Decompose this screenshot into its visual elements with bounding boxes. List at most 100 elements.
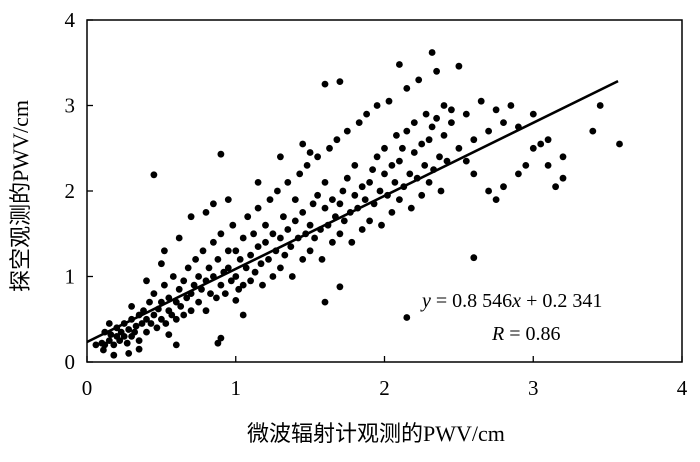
data-point <box>388 162 396 169</box>
data-point <box>227 277 235 285</box>
data-point <box>299 209 307 216</box>
data-point <box>348 238 356 246</box>
data-point <box>321 298 329 306</box>
x-tick-label: 0 <box>82 376 93 400</box>
data-point <box>376 187 384 195</box>
data-point <box>522 162 530 169</box>
data-point <box>470 170 478 178</box>
data-point <box>589 127 597 135</box>
data-point <box>143 315 150 323</box>
data-point <box>183 294 191 302</box>
data-point <box>422 110 430 118</box>
data-point <box>448 106 455 114</box>
data-point <box>321 204 329 212</box>
data-point <box>277 264 284 272</box>
data-point <box>559 153 567 161</box>
data-point <box>107 331 115 338</box>
equation-intercept: + 0.2 341 <box>521 290 602 312</box>
data-point <box>105 337 113 344</box>
data-point <box>239 311 247 319</box>
data-point <box>150 311 158 319</box>
data-point <box>440 132 448 139</box>
data-point <box>92 341 100 349</box>
data-point <box>336 230 344 238</box>
data-point <box>455 62 463 70</box>
data-point <box>366 217 373 225</box>
data-point <box>351 162 359 169</box>
data-point <box>262 238 269 246</box>
data-point <box>202 209 210 216</box>
data-point <box>291 217 299 225</box>
data-point <box>448 119 455 126</box>
data-point <box>373 153 381 161</box>
data-point <box>192 256 200 263</box>
data-point <box>288 273 296 280</box>
data-point <box>403 127 411 135</box>
data-point <box>343 174 351 182</box>
data-point <box>207 290 214 297</box>
data-point <box>455 144 463 152</box>
data-point <box>175 234 183 242</box>
data-point <box>187 213 195 221</box>
data-point <box>195 298 203 306</box>
data-point <box>177 303 185 310</box>
data-point <box>168 311 176 319</box>
data-point <box>616 140 623 148</box>
points-layer <box>92 49 623 359</box>
data-point <box>269 230 277 238</box>
data-point <box>147 320 155 327</box>
data-point <box>277 234 284 242</box>
data-point <box>169 273 177 280</box>
data-point <box>529 110 537 118</box>
data-point <box>415 76 423 84</box>
data-point <box>229 221 237 229</box>
data-point <box>287 243 295 251</box>
data-point <box>217 281 225 289</box>
data-point <box>202 307 210 315</box>
data-point <box>254 243 262 251</box>
data-point <box>247 251 255 259</box>
data-point <box>406 170 414 178</box>
data-point <box>336 283 344 291</box>
data-point <box>162 320 170 327</box>
data-point <box>385 97 393 105</box>
data-point <box>125 326 133 333</box>
data-point <box>274 187 281 195</box>
data-point <box>158 260 165 268</box>
data-point <box>437 187 445 195</box>
data-point <box>492 106 500 114</box>
data-point <box>254 179 262 186</box>
data-point <box>529 144 537 152</box>
x-axis-title: 微波辐射计观测的PWV/cm <box>247 421 505 446</box>
data-point <box>123 339 131 347</box>
data-point <box>515 170 522 178</box>
data-point <box>101 341 109 349</box>
data-point <box>477 97 485 105</box>
data-point <box>235 285 243 293</box>
data-point <box>492 196 500 204</box>
data-point <box>299 256 307 263</box>
data-point <box>184 264 192 272</box>
data-point <box>373 102 381 109</box>
data-point <box>537 140 545 148</box>
data-point <box>462 110 470 118</box>
data-point <box>232 247 240 255</box>
data-point <box>158 315 165 323</box>
data-point <box>265 256 272 263</box>
data-point <box>403 85 411 92</box>
data-point <box>217 150 225 158</box>
data-point <box>363 110 370 118</box>
data-point <box>358 183 366 191</box>
data-point <box>321 80 329 88</box>
data-point <box>172 315 180 323</box>
data-point <box>381 144 388 152</box>
data-point <box>180 277 188 285</box>
data-point <box>559 174 567 182</box>
data-point <box>259 281 266 289</box>
data-point <box>242 264 250 272</box>
data-point <box>214 256 222 263</box>
data-point <box>236 256 244 263</box>
data-point <box>251 268 259 276</box>
data-point <box>175 285 183 293</box>
